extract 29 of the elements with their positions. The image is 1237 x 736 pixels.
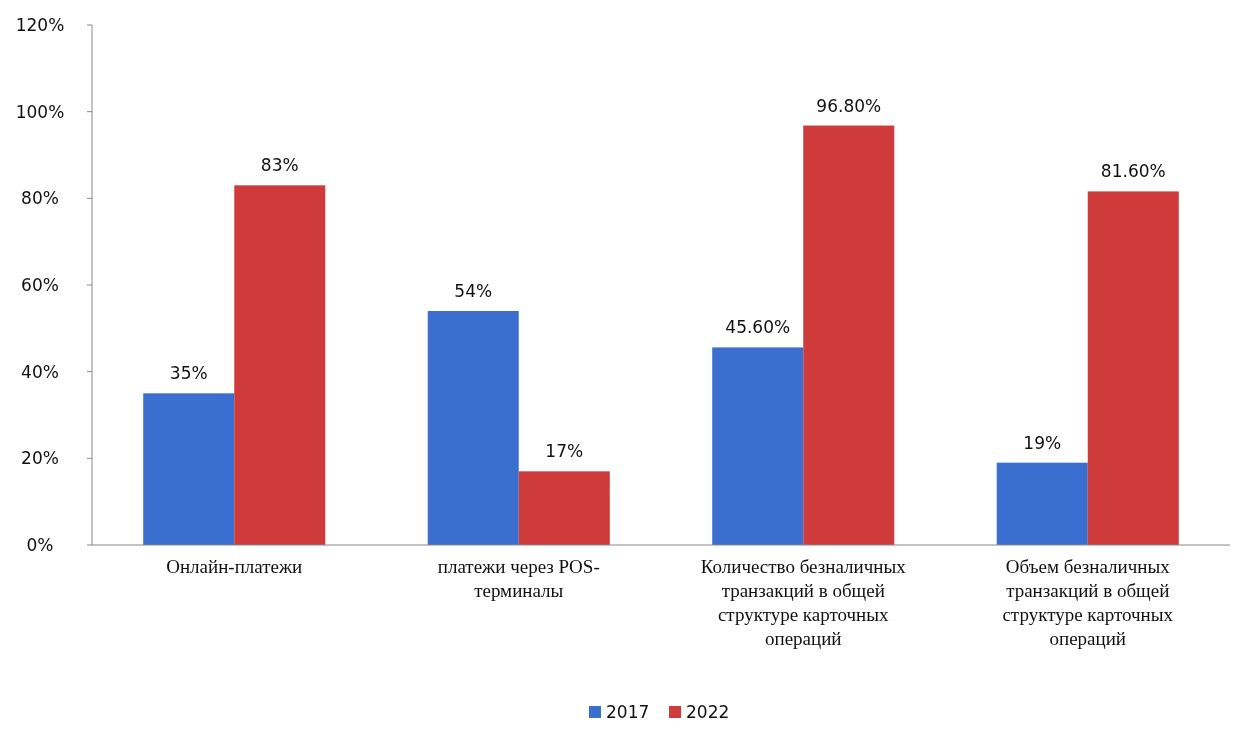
legend-label: 2017 <box>606 702 650 722</box>
bar <box>143 393 235 545</box>
bar <box>803 125 895 545</box>
y-tick-label: 60% <box>21 274 59 295</box>
x-tick-label: Онлайн-платежи <box>166 556 303 577</box>
data-label: 35% <box>169 363 208 384</box>
legend-label: 2022 <box>686 702 730 722</box>
bar <box>234 185 326 545</box>
y-tick-label: 100% <box>15 101 65 122</box>
bar <box>518 471 610 545</box>
bar <box>427 311 519 545</box>
y-tick-label: 0% <box>26 534 54 555</box>
x-tick-label: платежи через POS-терминалы <box>437 556 600 601</box>
x-tick-label: Количество безналичных транзакций в общей структуре карточных операций <box>700 556 907 649</box>
bar <box>1087 191 1179 545</box>
y-tick-label: 40% <box>21 361 59 382</box>
data-label: 83% <box>260 155 299 176</box>
bar <box>712 347 804 545</box>
bar <box>996 462 1088 545</box>
data-label: 54% <box>454 281 493 301</box>
y-tick-label: 80% <box>21 188 59 209</box>
data-label: 17% <box>545 441 584 462</box>
data-label: 81.60% <box>1100 161 1166 182</box>
data-label: 45.60% <box>725 317 791 338</box>
y-tick-label: 120% <box>15 14 65 35</box>
data-label: 96.80% <box>816 95 882 116</box>
x-tick-label: Объем безналичных транзакций в общей структуре карточных операций <box>1002 556 1174 649</box>
data-label: 19% <box>1023 432 1062 453</box>
y-tick-label: 20% <box>21 448 59 469</box>
